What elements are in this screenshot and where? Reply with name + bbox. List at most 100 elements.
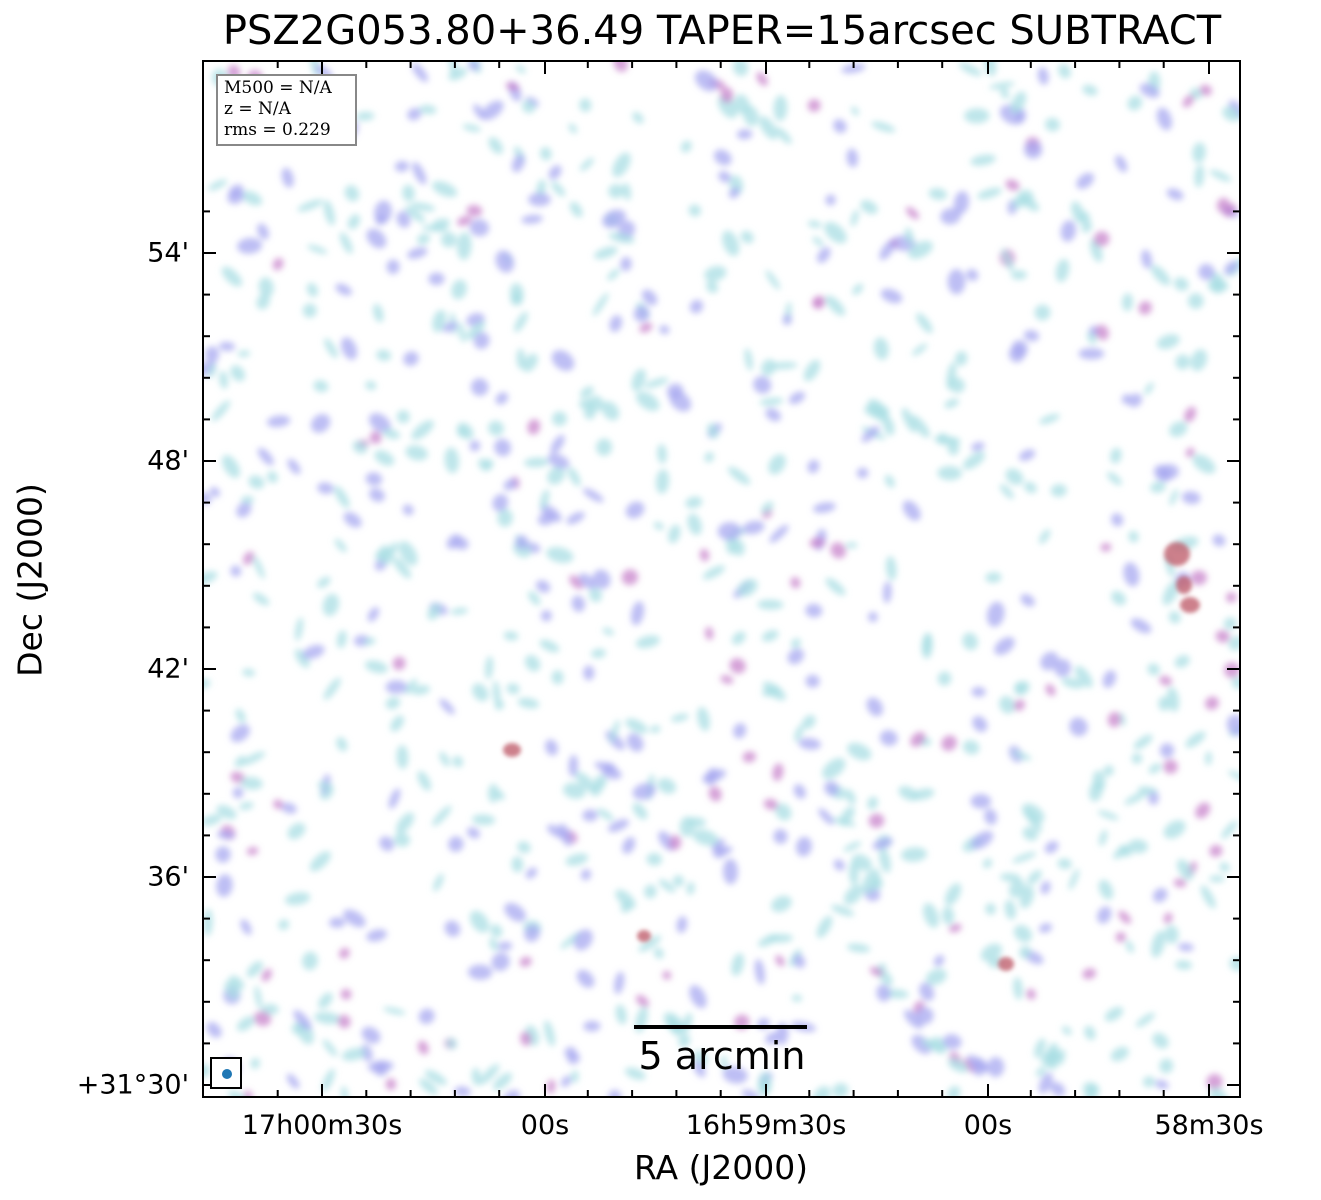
noise-blob [207, 363, 217, 379]
noise-blob [450, 607, 469, 615]
noise-blob [1187, 293, 1204, 309]
noise-blob [940, 208, 961, 225]
noise-blob [1039, 413, 1060, 425]
noise-blob [1219, 862, 1230, 873]
noise-blob [1082, 84, 1098, 96]
noise-blob [1034, 1038, 1046, 1059]
noise-blob [1005, 179, 1020, 191]
noise-blob [490, 924, 503, 938]
noise-blob [1128, 530, 1139, 543]
noise-blob [731, 953, 745, 976]
noise-blob [946, 362, 957, 390]
noise-blob [454, 1086, 471, 1097]
noise-blob [222, 455, 240, 478]
noise-blob [579, 157, 594, 172]
noise-blob [911, 415, 930, 438]
noise-blob [566, 511, 585, 525]
noise-blob [492, 494, 509, 512]
noise-blob [551, 670, 564, 685]
noise-blob [336, 737, 348, 752]
noise-blob [868, 813, 885, 828]
noise-blob [850, 209, 859, 227]
noise-blob [1209, 169, 1232, 182]
noise-blob [879, 239, 896, 261]
noise-blob [813, 502, 836, 514]
noise-blob [1104, 1006, 1124, 1022]
noise-blob [1020, 594, 1035, 607]
noise-blob [1164, 925, 1179, 944]
noise-blob [1118, 910, 1132, 924]
noise-blob [1058, 63, 1071, 79]
noise-blob [851, 854, 872, 871]
noise-blob [608, 232, 635, 244]
noise-blob [972, 715, 988, 733]
noise-blob [1159, 675, 1173, 686]
noise-blob [516, 348, 526, 370]
noise-blob [324, 338, 338, 359]
noise-blob [689, 299, 704, 314]
noise-blob [1098, 879, 1114, 900]
noise-blob [737, 578, 758, 597]
noise-blob [294, 617, 304, 641]
noise-blob [904, 1009, 924, 1029]
noise-blob [878, 847, 891, 873]
noise-blob [256, 293, 270, 310]
noise-blob [373, 303, 384, 323]
noise-blob [772, 763, 784, 782]
noise-blob [1152, 1032, 1169, 1049]
noise-blob [390, 715, 405, 732]
noise-blob [1169, 421, 1188, 437]
noise-blob [962, 740, 980, 755]
noise-blob [232, 787, 244, 799]
noise-blob [680, 140, 692, 153]
noise-blob [417, 1040, 429, 1055]
noise-blob [851, 106, 859, 116]
noise-blob [825, 194, 836, 206]
scale-bar-label: 5 arcmin [638, 1034, 806, 1078]
noise-blob [583, 1020, 601, 1032]
noise-blob [727, 466, 751, 485]
noise-blob [446, 534, 462, 550]
noise-blob [631, 601, 645, 626]
noise-blob [1009, 879, 1026, 898]
noise-blob [1110, 1046, 1129, 1062]
noise-blob [775, 803, 792, 821]
noise-blob [594, 246, 618, 260]
noise-blob [925, 968, 947, 985]
noise-blob [317, 482, 334, 494]
noise-blob [1102, 670, 1117, 688]
noise-blob [215, 846, 231, 863]
noise-blob [592, 569, 611, 590]
noise-blob [1151, 930, 1166, 958]
noise-blob [948, 923, 962, 933]
noise-blob [790, 576, 801, 589]
noise-blob [728, 187, 740, 199]
noise-blob [594, 775, 607, 788]
noise-blob [631, 368, 647, 392]
noise-blob [971, 830, 994, 850]
noise-blob [419, 104, 437, 115]
noise-blob [625, 718, 648, 734]
noise-blob [389, 542, 398, 556]
noise-blob [216, 874, 233, 897]
source-blob [998, 957, 1014, 971]
noise-blob [466, 827, 480, 839]
noise-blob [679, 816, 695, 837]
noise-blob [626, 733, 644, 752]
noise-blob [1225, 592, 1237, 603]
noise-blob [521, 214, 543, 224]
noise-blob [227, 189, 244, 204]
noise-blob [347, 214, 361, 230]
noise-blob [369, 413, 391, 433]
noise-blob [933, 435, 961, 445]
noise-blob [1071, 201, 1085, 224]
noise-blob [1111, 590, 1127, 606]
noise-blob [794, 724, 804, 742]
noise-blob [456, 232, 472, 260]
noise-blob [287, 458, 301, 475]
noise-blob [867, 796, 878, 810]
noise-blob [528, 591, 541, 606]
noise-blob [603, 762, 616, 772]
noise-blob [398, 541, 418, 566]
noise-blob [816, 915, 833, 938]
